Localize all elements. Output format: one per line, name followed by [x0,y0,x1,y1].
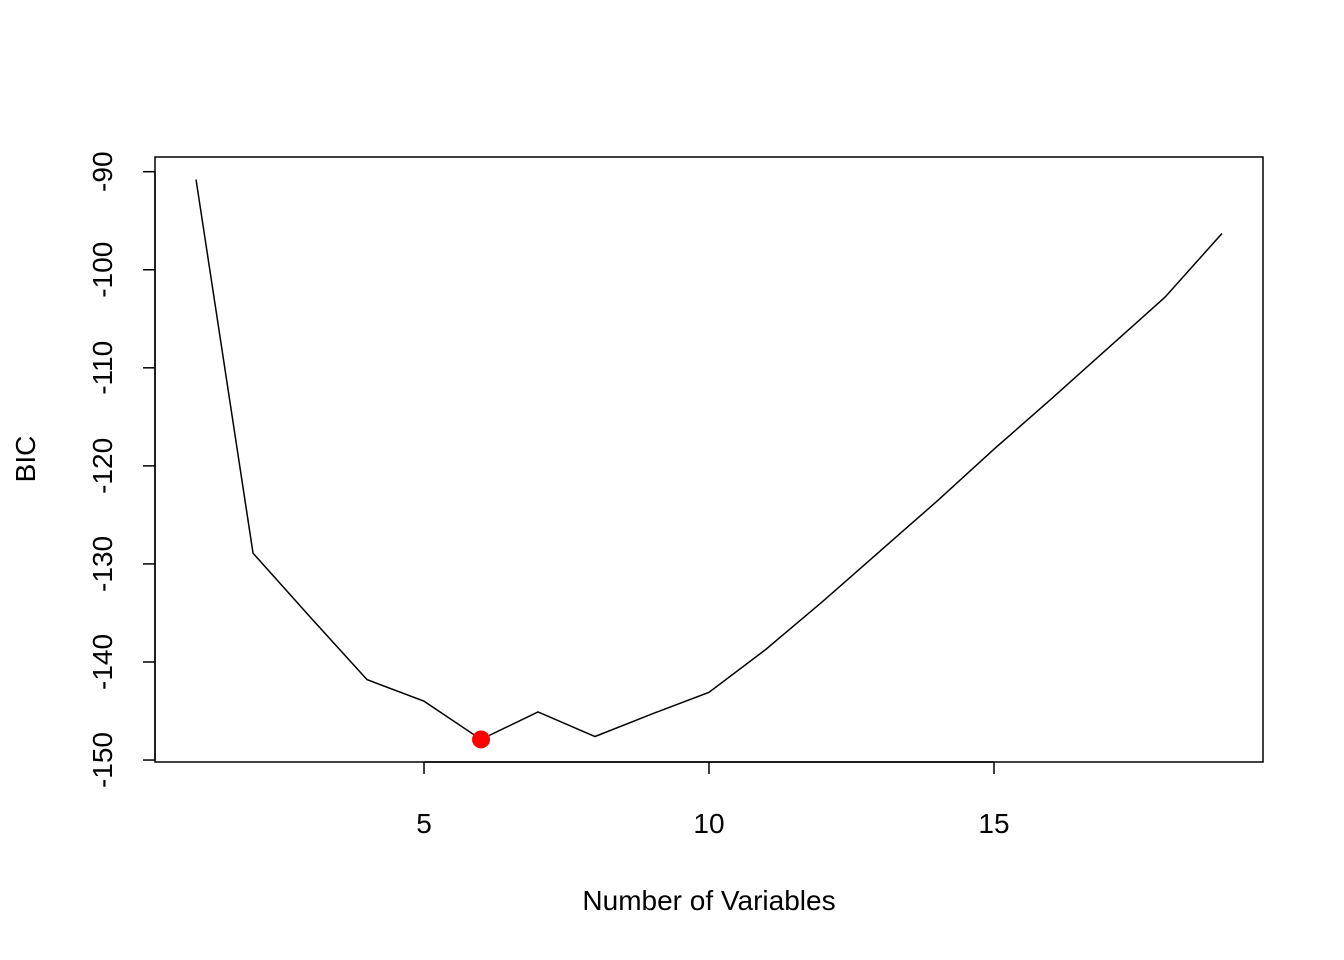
y-tick-label: -120 [87,438,118,494]
y-tick-label: -130 [87,536,118,592]
x-axis-title: Number of Variables [582,885,835,916]
y-tick-label: -90 [87,151,118,191]
y-tick-label: -140 [87,634,118,690]
plot-frame [154,156,1264,763]
y-tick-label: -100 [87,242,118,298]
x-tick-label: 10 [693,808,724,839]
y-tick-label: -110 [87,341,118,395]
y-tick-label: -150 [87,732,118,788]
x-tick-label: 15 [978,808,1009,839]
y-axis-title: BIC [10,436,41,483]
highlight-point [472,730,491,749]
line-series [195,179,1223,741]
x-tick-label: 5 [416,808,432,839]
